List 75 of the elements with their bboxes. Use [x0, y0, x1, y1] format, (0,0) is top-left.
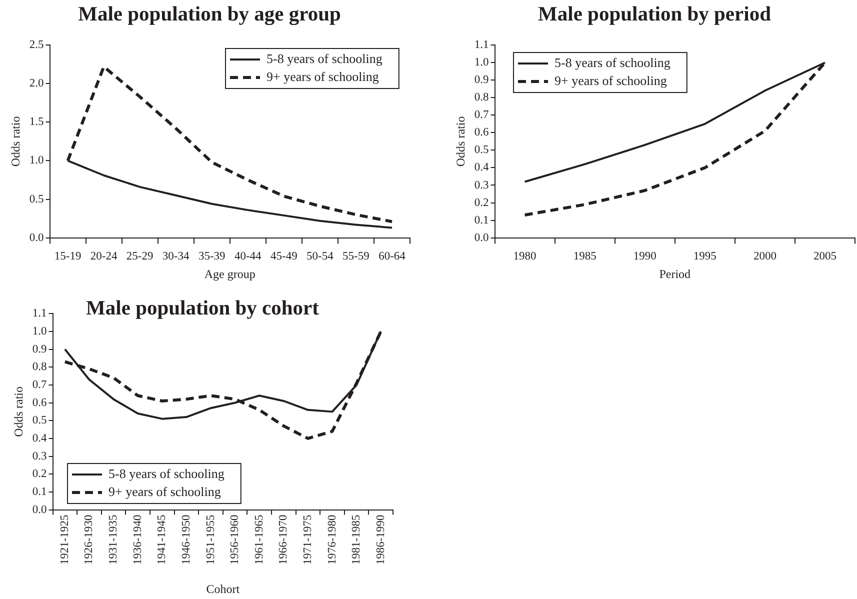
chart-title: Male population by age group	[78, 4, 341, 26]
y-tick-label: 0.4	[32, 432, 48, 444]
chart-title: Male population by cohort	[86, 298, 320, 320]
x-tick-label: 1931-1935	[108, 514, 120, 565]
chart-title: Male population by period	[538, 4, 772, 26]
x-tick-label: 1921-1925	[58, 514, 71, 565]
y-tick-label: 0.3	[474, 179, 490, 192]
y-tick-label: 0.0	[29, 232, 44, 244]
y-tick-label: 0.5	[29, 193, 44, 206]
y-tick-label: 1.0	[474, 56, 490, 69]
x-tick-label: 1995	[693, 250, 717, 263]
x-axis-title: Age group	[204, 266, 256, 281]
y-tick-label: 1.5	[29, 116, 44, 128]
x-tick-label: 1961-1965	[253, 514, 266, 565]
x-tick-label: 35-39	[198, 250, 226, 263]
y-tick-label: 0.2	[474, 196, 490, 209]
y-tick-label: 1.1	[32, 308, 48, 320]
y-tick-label: 0.5	[474, 144, 490, 156]
legend-label: 9+ years of schooling	[554, 72, 668, 88]
y-tick-label: 1.0	[32, 325, 48, 338]
x-tick-label: 1980	[513, 250, 537, 263]
x-tick-label: 45-49	[270, 250, 298, 263]
legend-label: 5-8 years of schooling	[108, 466, 225, 481]
y-axis-title: Odds ratio	[8, 116, 22, 167]
x-tick-label: 1936-1940	[132, 514, 144, 565]
y-tick-label: 0.9	[32, 343, 48, 356]
y-tick-label: 0.0	[32, 504, 48, 516]
x-tick-label: 1986-1990	[374, 514, 387, 565]
x-tick-label: 1966-1970	[278, 514, 290, 565]
x-tick-label: 50-54	[306, 250, 334, 263]
legend-label: 5-8 years of schooling	[554, 54, 671, 70]
x-tick-label: 1971-1975	[302, 514, 314, 565]
y-axis-title: Odds ratio	[453, 116, 468, 167]
y-tick-label: 0.7	[32, 378, 48, 391]
x-tick-label: 30-34	[162, 250, 190, 263]
x-axis-title: Cohort	[206, 582, 240, 596]
x-tick-label: 2005	[813, 250, 837, 263]
y-tick-label: 0.8	[32, 361, 48, 374]
x-tick-label: 2000	[753, 250, 777, 263]
x-tick-label: 15-19	[54, 250, 82, 263]
x-axis-title: Period	[659, 266, 691, 281]
y-tick-label: 1.0	[29, 154, 44, 167]
y-tick-label: 0.2	[32, 468, 48, 480]
x-tick-label: 55-59	[342, 250, 370, 263]
x-tick-label: 1951-1955	[204, 514, 217, 565]
x-tick-label: 1956-1960	[229, 514, 242, 565]
x-tick-label: 20-24	[90, 250, 118, 263]
y-tick-label: 0.1	[32, 486, 48, 498]
y-tick-label: 0.4	[474, 162, 490, 174]
x-tick-label: 1941-1945	[156, 514, 168, 565]
y-tick-label: 0.9	[474, 74, 490, 86]
y-tick-label: 0.6	[474, 126, 490, 139]
x-tick-label: 60-64	[378, 250, 406, 263]
x-tick-label: 1926-1930	[83, 514, 96, 565]
y-tick-label: 0.3	[32, 450, 48, 462]
x-tick-label: 25-29	[126, 250, 154, 263]
y-tick-label: 2.5	[29, 39, 44, 52]
legend-label: 9+ years of schooling	[266, 68, 380, 84]
y-axis-title: Odds ratio	[11, 386, 26, 437]
x-tick-label: 1976-1980	[326, 514, 338, 565]
y-tick-label: 0.8	[474, 92, 490, 104]
x-tick-label: 1981-1985	[350, 514, 363, 565]
y-tick-label: 0.0	[474, 232, 490, 244]
y-tick-label: 0.6	[32, 396, 48, 409]
x-tick-label: 1990	[633, 250, 657, 263]
x-tick-label: 1946-1950	[180, 514, 192, 565]
y-tick-label: 0.7	[474, 109, 490, 122]
legend-label: 5-8 years of schooling	[266, 50, 383, 66]
x-tick-label: 1985	[573, 250, 597, 263]
legend-label: 9+ years of schooling	[108, 484, 222, 499]
y-tick-label: 0.1	[474, 214, 490, 226]
y-tick-label: 0.5	[32, 414, 48, 427]
y-tick-label: 2.0	[29, 78, 44, 90]
y-tick-label: 1.1	[474, 39, 490, 52]
x-tick-label: 40-44	[234, 250, 262, 263]
